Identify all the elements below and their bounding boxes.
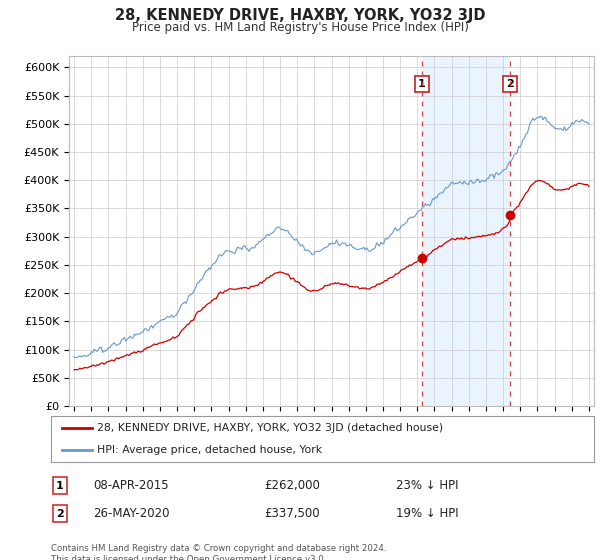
Text: 2: 2 — [56, 508, 64, 519]
Text: £337,500: £337,500 — [264, 507, 320, 520]
Text: HPI: Average price, detached house, York: HPI: Average price, detached house, York — [97, 445, 322, 455]
Text: Price paid vs. HM Land Registry's House Price Index (HPI): Price paid vs. HM Land Registry's House … — [131, 21, 469, 34]
Text: 1: 1 — [56, 480, 64, 491]
Text: 08-APR-2015: 08-APR-2015 — [93, 479, 169, 492]
Text: 28, KENNEDY DRIVE, HAXBY, YORK, YO32 3JD: 28, KENNEDY DRIVE, HAXBY, YORK, YO32 3JD — [115, 8, 485, 24]
Text: 2: 2 — [506, 79, 514, 89]
Text: 28, KENNEDY DRIVE, HAXBY, YORK, YO32 3JD (detached house): 28, KENNEDY DRIVE, HAXBY, YORK, YO32 3JD… — [97, 423, 443, 433]
Text: 23% ↓ HPI: 23% ↓ HPI — [396, 479, 458, 492]
Text: 1: 1 — [418, 79, 426, 89]
Text: 26-MAY-2020: 26-MAY-2020 — [93, 507, 170, 520]
Text: Contains HM Land Registry data © Crown copyright and database right 2024.
This d: Contains HM Land Registry data © Crown c… — [51, 544, 386, 560]
Text: 19% ↓ HPI: 19% ↓ HPI — [396, 507, 458, 520]
Text: £262,000: £262,000 — [264, 479, 320, 492]
